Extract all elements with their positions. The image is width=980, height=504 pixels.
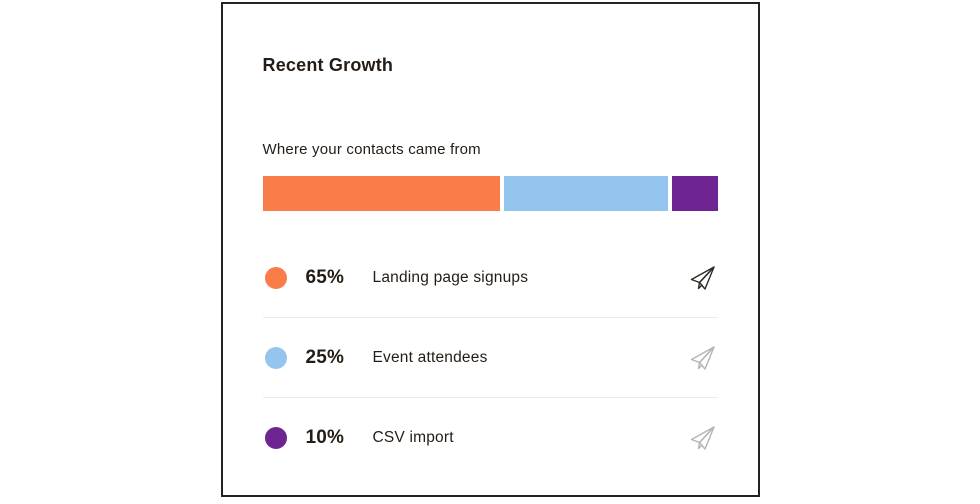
send-campaign-button[interactable] bbox=[686, 342, 718, 374]
legend-percentage: 10% bbox=[305, 426, 345, 448]
card-title: Recent Growth bbox=[262, 55, 394, 75]
recent-growth-card: Recent Growth Where your contacts came f… bbox=[220, 2, 760, 497]
legend: 65% Landing page signups 25% Event atten… bbox=[262, 238, 718, 477]
legend-percentage: 65% bbox=[305, 266, 345, 288]
legend-dot-blue bbox=[264, 346, 287, 369]
paper-plane-icon bbox=[690, 265, 715, 290]
send-campaign-button[interactable] bbox=[686, 262, 718, 294]
legend-label: CSV import bbox=[372, 428, 454, 446]
send-campaign-button[interactable] bbox=[686, 422, 718, 454]
legend-label: Landing page signups bbox=[372, 268, 529, 286]
legend-row-csv-import: 10% CSV import bbox=[262, 397, 718, 477]
legend-row-landing-page-signups: 65% Landing page signups bbox=[263, 238, 718, 317]
legend-percentage: 25% bbox=[305, 346, 345, 368]
bar-segment-landing-page-signups bbox=[262, 176, 501, 211]
bar-segment-csv-import bbox=[671, 176, 718, 211]
legend-label: Event attendees bbox=[372, 348, 488, 366]
bar-segment-event-attendees bbox=[504, 176, 668, 211]
legend-dot-purple bbox=[264, 426, 287, 449]
contacts-source-stacked-bar bbox=[262, 176, 718, 211]
legend-row-event-attendees: 25% Event attendees bbox=[262, 317, 718, 397]
paper-plane-icon bbox=[690, 345, 715, 370]
chart-subtitle: Where your contacts came from bbox=[262, 141, 481, 158]
legend-dot-orange bbox=[264, 266, 287, 289]
paper-plane-icon bbox=[690, 425, 715, 450]
